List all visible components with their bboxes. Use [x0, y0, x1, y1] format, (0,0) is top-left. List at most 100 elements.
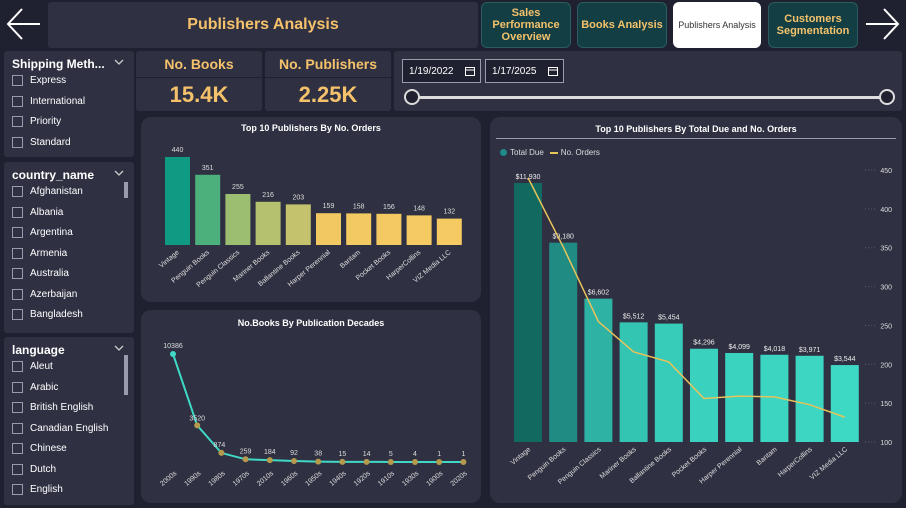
checkbox[interactable]	[12, 248, 23, 259]
checkbox[interactable]	[12, 227, 23, 238]
country-slicer: country_name Afghanistan Albania Argenti…	[4, 162, 134, 333]
checkbox[interactable]	[12, 75, 23, 86]
checkbox[interactable]	[12, 484, 23, 495]
checkbox[interactable]	[12, 464, 23, 475]
bar	[376, 213, 402, 245]
slicer-option-bangladesh[interactable]: Bangladesh	[12, 309, 83, 320]
forward-button[interactable]	[860, 0, 906, 48]
slicer-option-dutch[interactable]: Dutch	[12, 464, 56, 475]
x-tick-label: 1970s	[232, 470, 251, 488]
bar	[195, 174, 221, 245]
nav-customers-segmentation-button[interactable]: Customers Segmentation	[768, 2, 858, 48]
checkbox[interactable]	[12, 96, 23, 107]
data-point	[315, 458, 322, 465]
y2-tick-label: 400	[880, 207, 892, 214]
calendar-icon[interactable]	[548, 66, 558, 76]
slicer-option-standard[interactable]: Standard	[12, 137, 71, 148]
slicer-option-azerbaijan[interactable]: Azerbaijan	[12, 289, 77, 300]
checkbox[interactable]	[12, 443, 23, 454]
data-label: 5	[389, 451, 393, 458]
x-tick-label: 1950s	[304, 470, 323, 488]
y2-tick-label: 450	[880, 168, 892, 175]
calendar-icon[interactable]	[465, 66, 475, 76]
checkbox[interactable]	[12, 402, 23, 413]
decades-line-chart: 10386 2000s 3520 1990s 874 1980s 259 1970s 184 20…	[159, 343, 469, 488]
y2-tick-label: 150	[880, 401, 892, 408]
kpi-value: 2.25K	[298, 82, 358, 107]
slicer-option-aleut[interactable]: Aleut	[12, 361, 53, 372]
nav-books-analysis-button[interactable]: Books Analysis	[577, 2, 667, 48]
x-tick-label: 1960s	[280, 470, 299, 488]
back-button[interactable]	[0, 0, 46, 48]
date-slider-end-handle[interactable]	[879, 89, 895, 105]
slicer-option-chinese[interactable]: Chinese	[12, 443, 67, 454]
slicer-option-international[interactable]: International	[12, 96, 85, 107]
y2-tick-label: 350	[880, 246, 892, 253]
chevron-down-icon[interactable]	[114, 343, 124, 353]
data-point	[412, 458, 418, 465]
data-label: 203	[292, 194, 304, 201]
data-label: 255	[232, 184, 244, 191]
bar	[549, 242, 578, 442]
data-label-bg	[653, 311, 684, 322]
slicer-option-albania[interactable]: Albania	[12, 207, 63, 218]
x-tick-label: 2010s	[256, 470, 275, 488]
scrollbar[interactable]	[124, 355, 128, 395]
kpi-card-publishers: No. Publishers 2.25K	[265, 51, 391, 111]
start-date-input[interactable]: 1/19/2022	[402, 59, 481, 83]
slicer-title: language	[12, 343, 65, 357]
data-label: 158	[353, 203, 365, 210]
bar	[406, 215, 432, 245]
data-label: 259	[240, 448, 252, 455]
data-label: 15	[339, 451, 347, 458]
data-label: 4	[413, 451, 417, 458]
data-label-bg	[583, 286, 614, 297]
data-label-bg	[829, 353, 860, 364]
chevron-down-icon[interactable]	[114, 57, 124, 67]
data-label: 351	[202, 165, 214, 172]
end-date-input[interactable]: 1/17/2025	[485, 59, 564, 83]
data-label-bg	[548, 230, 579, 241]
data-label: 874	[214, 442, 226, 449]
slicer-option-arabic[interactable]: Arabic	[12, 382, 58, 393]
bar	[436, 218, 462, 245]
slicer-option-english[interactable]: English	[12, 484, 63, 495]
nav-sales-performance-button[interactable]: Sales Performance Overview	[481, 2, 571, 48]
arrow-left-icon	[6, 8, 40, 40]
slicer-option-argentina[interactable]: Argentina	[12, 227, 73, 238]
data-point	[387, 458, 394, 465]
chevron-down-icon[interactable]	[114, 168, 124, 178]
slicer-option-priority[interactable]: Priority	[12, 116, 61, 127]
checkbox[interactable]	[12, 423, 23, 434]
checkbox[interactable]	[12, 382, 23, 393]
data-point	[339, 458, 346, 465]
data-label: $3,971	[799, 347, 821, 354]
checkbox[interactable]	[12, 268, 23, 279]
slicer-option-british-english[interactable]: British English	[12, 402, 93, 413]
checkbox[interactable]	[12, 361, 23, 372]
date-slider-start-handle[interactable]	[404, 89, 420, 105]
checkbox[interactable]	[12, 116, 23, 127]
slicer-option-australia[interactable]: Australia	[12, 268, 69, 279]
checkbox[interactable]	[12, 309, 23, 320]
checkbox[interactable]	[12, 207, 23, 218]
slicer-option-express[interactable]: Express	[12, 75, 66, 86]
checkbox[interactable]	[12, 186, 23, 197]
slicer-option-afghanistan[interactable]: Afghanistan	[12, 186, 83, 197]
slicer-option-armenia[interactable]: Armenia	[12, 248, 67, 259]
checkbox[interactable]	[12, 289, 23, 300]
nav-publishers-analysis-button[interactable]: Publishers Analysis	[673, 2, 761, 48]
slicer-option-canadian-english[interactable]: Canadian English	[12, 423, 108, 434]
x-tick-label: HarperCollins	[777, 446, 814, 479]
data-label-bg	[759, 342, 790, 353]
data-point	[266, 457, 273, 464]
date-slider-track[interactable]	[412, 96, 888, 99]
data-label-bg	[513, 171, 543, 181]
bar	[654, 323, 683, 442]
x-tick-label: 1920s	[353, 470, 372, 488]
data-label-bg	[689, 336, 719, 347]
checkbox[interactable]	[12, 137, 23, 148]
chart-title: Top 10 Publishers By No. Orders	[241, 123, 381, 133]
kpi-value: 15.4K	[169, 82, 229, 107]
scrollbar[interactable]	[124, 182, 128, 198]
